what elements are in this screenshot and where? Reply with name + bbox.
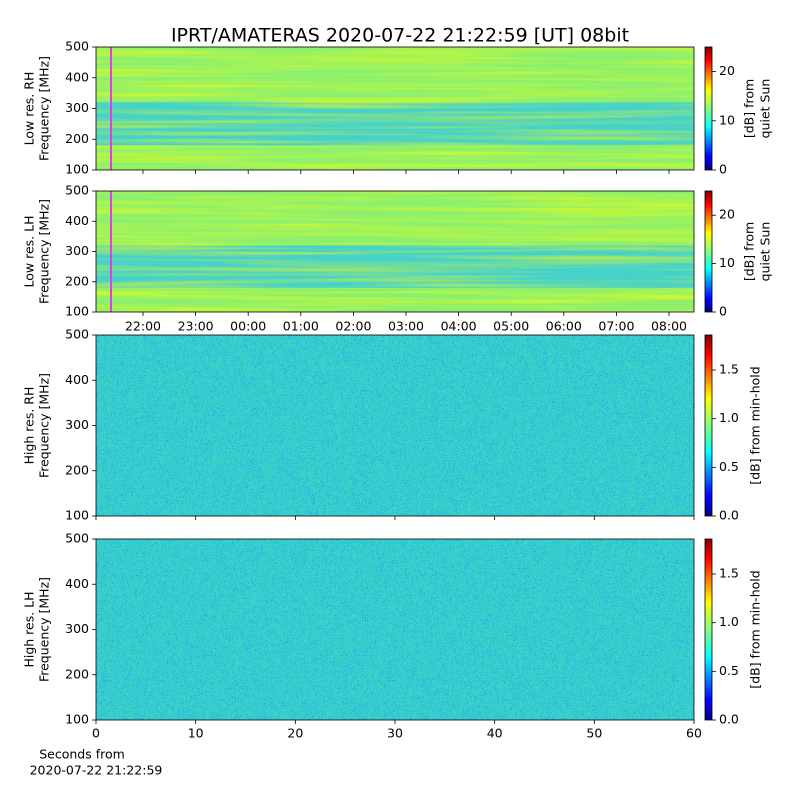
y-axis-label: Frequency [MHz] [37,56,52,161]
heatmap-texture [96,335,694,516]
y-axis-label: Frequency [MHz] [37,373,52,478]
x-tick-label: 10 [188,726,204,741]
y-tick-label: 300 [65,621,89,636]
colorbar-tick-label: 0.5 [719,663,739,678]
x-tick-label: 30 [387,726,403,741]
x-tick-label: 01:00 [283,319,319,334]
x-tick-label: 50 [586,726,602,741]
colorbar [704,190,713,313]
y-tick-label: 400 [65,372,89,387]
colorbar-label: [dB] from min-hold [748,366,763,484]
y-tick-label: 400 [65,213,89,228]
x-tick-label: 02:00 [335,319,371,334]
colorbar-tick-label: 10 [719,255,735,270]
colorbar-tick-label: 10 [719,112,735,127]
x-tick-label: 04:00 [441,319,477,334]
colorbar-label: [dB] from [742,79,757,138]
y-tick-label: 200 [65,273,89,288]
x-tick-label: 05:00 [493,319,529,334]
x-tick-label: 60 [686,726,702,741]
x-tick-label: 22:00 [125,319,161,334]
y-tick-label: 100 [65,304,89,319]
colorbar [704,334,713,517]
y-tick-label: 200 [65,666,89,681]
colorbar-label: quiet Sun [758,79,773,139]
y-tick-label: 300 [65,243,89,258]
colorbar-label: [dB] from min-hold [748,570,763,688]
x-tick-label: 06:00 [546,319,582,334]
y-tick-label: 300 [65,417,89,432]
colorbar-tick-label: 0.0 [719,712,739,727]
colorbar-label: [dB] from [742,222,757,281]
y-tick-label: 500 [65,183,89,198]
figure-title: IPRT/AMATERAS 2020-07-22 21:22:59 [UT] 0… [171,25,629,47]
y-tick-label: 100 [65,162,89,177]
y-axis-label: Frequency [MHz] [37,199,52,304]
x-tick-label: 03:00 [388,319,424,334]
x-tick-label: 08:00 [651,319,687,334]
x-tick-label: 07:00 [598,319,634,334]
y-axis-label: Low res. RH [22,72,37,146]
colorbar-tick-label: 1.0 [719,410,739,425]
heatmap-texture [96,47,694,170]
x-tick-label: 20 [287,726,303,741]
x-axis-label: 2020-07-22 21:22:59 [30,763,163,778]
y-axis-label: High res. RH [22,387,37,465]
heatmap-texture [96,191,694,312]
x-axis-label: Seconds from [39,747,125,762]
y-tick-label: 100 [65,508,89,523]
y-tick-label: 200 [65,462,89,477]
colorbar [704,538,713,721]
x-tick-label: 00:00 [230,319,266,334]
y-tick-label: 200 [65,131,89,146]
colorbar-tick-label: 0.5 [719,459,739,474]
y-tick-label: 400 [65,576,89,591]
y-axis-label: Low res. LH [22,216,37,288]
colorbar-tick-label: 1.5 [719,566,739,581]
colorbar-tick-label: 1.5 [719,362,739,377]
y-tick-label: 300 [65,100,89,115]
y-tick-label: 500 [65,39,89,54]
colorbar-tick-label: 0.0 [719,508,739,523]
colorbar-tick-label: 0 [719,304,727,319]
y-tick-label: 400 [65,69,89,84]
colorbar-tick-label: 20 [719,207,735,222]
colorbar [704,46,713,171]
y-tick-label: 100 [65,712,89,727]
y-tick-label: 500 [65,531,89,546]
colorbar-tick-label: 20 [719,63,735,78]
colorbar-label: quiet Sun [758,222,773,282]
y-axis-label: High res. LH [22,591,37,667]
colorbar-tick-label: 0 [719,162,727,177]
y-axis-label: Frequency [MHz] [37,577,52,682]
y-tick-label: 500 [65,327,89,342]
heatmap-texture [96,539,694,720]
x-tick-label: 0 [92,726,100,741]
x-tick-label: 40 [487,726,503,741]
colorbar-tick-label: 1.0 [719,614,739,629]
x-tick-label: 23:00 [178,319,214,334]
